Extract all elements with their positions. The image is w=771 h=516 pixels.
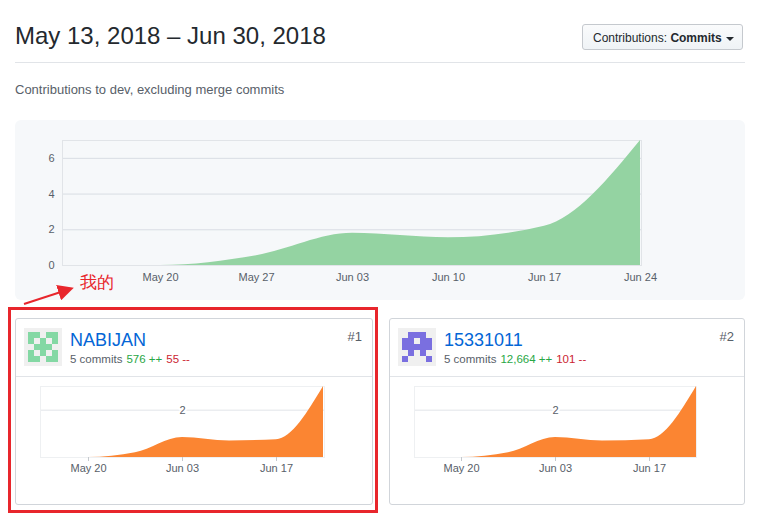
html-text:我的: 我的 [80,273,114,292]
svg-text:Jun 17: Jun 17 [260,462,293,474]
svg-text:2: 2 [48,223,54,235]
svg-text:Jun 17: Jun 17 [528,271,561,283]
svg-text:May 20: May 20 [70,462,106,474]
svg-text:0: 0 [48,259,54,271]
svg-text:May 20: May 20 [443,462,479,474]
html-text:15331011: 15331011 [444,330,523,350]
svg-text:2: 2 [552,404,558,416]
svg-text:Jun 03: Jun 03 [539,462,572,474]
svg-text:Jun 03: Jun 03 [336,271,369,283]
html-text:Contributions to dev, excludin: Contributions to dev, excluding merge co… [15,82,285,97]
svg-text:Jun 10: Jun 10 [432,271,465,283]
svg-text:May 20: May 20 [142,271,178,283]
svg-text:2: 2 [179,404,185,416]
svg-text:Jun 03: Jun 03 [166,462,199,474]
html-text:Contributions: Commits: Contributions: Commits [593,31,722,45]
svg-text:6: 6 [48,152,54,164]
html-text:5 commits 576 ++ 55 --: 5 commits 576 ++ 55 -- [70,353,190,365]
html-text:#1: #1 [347,329,362,344]
html-text:NABIJAN: NABIJAN [70,330,146,350]
html-text:May 13, 2018 – Jun 30, 2018: May 13, 2018 – Jun 30, 2018 [15,22,326,49]
svg-text:Jun 17: Jun 17 [633,462,666,474]
svg-text:Jun 24: Jun 24 [624,271,657,283]
svg-text:May 27: May 27 [238,271,274,283]
html-text:5 commits 12,664 ++ 101 --: 5 commits 12,664 ++ 101 -- [444,353,587,365]
html-text:#2: #2 [719,329,734,344]
svg-text:4: 4 [48,188,54,200]
